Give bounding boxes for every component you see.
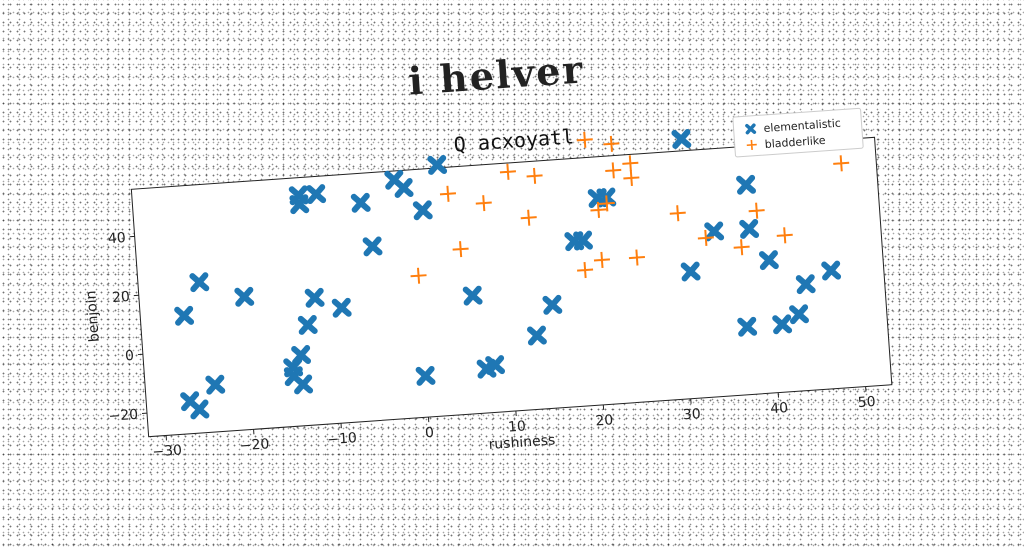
- x-tick-label: 30: [682, 406, 701, 423]
- point-bladderlike: [576, 131, 593, 148]
- y-tick-label: 40: [107, 230, 126, 247]
- y-axis-label: benjoin: [83, 290, 103, 343]
- x-tick-label: −20: [239, 436, 270, 454]
- legend-marker-elementalistic: [747, 125, 754, 132]
- x-tick-label: −30: [152, 442, 183, 460]
- y-tick-label: 20: [112, 289, 131, 306]
- x-tick-label: 20: [595, 412, 614, 429]
- legend: elementalistic bladderlike: [733, 108, 863, 157]
- x-tick-label: 50: [857, 394, 876, 411]
- x-tick-label: 0: [425, 425, 435, 442]
- plot-area: [131, 137, 891, 436]
- x-tick-label: 40: [770, 400, 789, 417]
- x-tick-label: −10: [327, 430, 358, 448]
- x-axis-label: rushiness: [488, 432, 556, 453]
- point-bladderlike: [603, 135, 620, 152]
- legend-marker-symbol: [747, 125, 754, 132]
- chart-title: Q acxoyatl: [453, 124, 575, 156]
- y-tick-label: 0: [125, 348, 135, 365]
- point-elementalistic: [674, 132, 688, 146]
- y-tick-label: −20: [108, 407, 139, 425]
- x-tick-label: 10: [508, 418, 527, 435]
